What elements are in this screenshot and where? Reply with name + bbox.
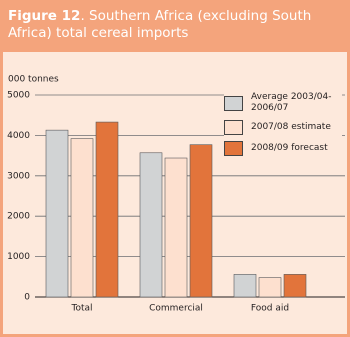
legend-label: 2008/09 forecast xyxy=(251,143,328,153)
bar xyxy=(139,152,163,298)
legend-item: 2007/08 estimate xyxy=(224,120,342,135)
legend-label: Average 2003/04-2006/07 xyxy=(251,92,332,113)
chart-title: Figure 12. Southern Africa (excluding So… xyxy=(8,8,344,42)
bar xyxy=(189,144,213,298)
y-tick-label: 4000 xyxy=(7,131,30,141)
bar xyxy=(45,129,69,298)
legend-item: 2008/09 forecast xyxy=(224,141,342,156)
y-tick-label: 1000 xyxy=(7,252,30,262)
x-tick-label: Total xyxy=(70,304,92,314)
bar xyxy=(233,274,257,298)
y-tick-label: 0 xyxy=(24,293,30,303)
x-tick-label: Commercial xyxy=(149,304,203,314)
y-tick-label: 3000 xyxy=(7,171,30,181)
y-tick-label: 2000 xyxy=(7,212,30,222)
bar xyxy=(283,274,307,298)
legend-swatch xyxy=(224,95,243,111)
legend-swatch xyxy=(224,120,243,135)
title-text: . Southern Africa (excluding South Afric… xyxy=(8,8,312,41)
legend-label: 2007/08 estimate xyxy=(251,122,331,132)
legend-item: Average 2003/04-2006/07 xyxy=(224,92,342,114)
legend: Average 2003/04-2006/07 2007/08 estimate 2… xyxy=(224,88,342,164)
x-tick-label: Food aid xyxy=(251,304,289,314)
figure-label: Figure 12 xyxy=(8,8,81,24)
y-tick-label: 5000 xyxy=(7,91,30,101)
y-axis-label: 000 tonnes xyxy=(8,75,59,85)
bar xyxy=(70,138,94,298)
legend-swatch xyxy=(224,141,243,156)
bar xyxy=(164,157,188,298)
bar xyxy=(95,121,119,298)
bar xyxy=(258,277,282,298)
